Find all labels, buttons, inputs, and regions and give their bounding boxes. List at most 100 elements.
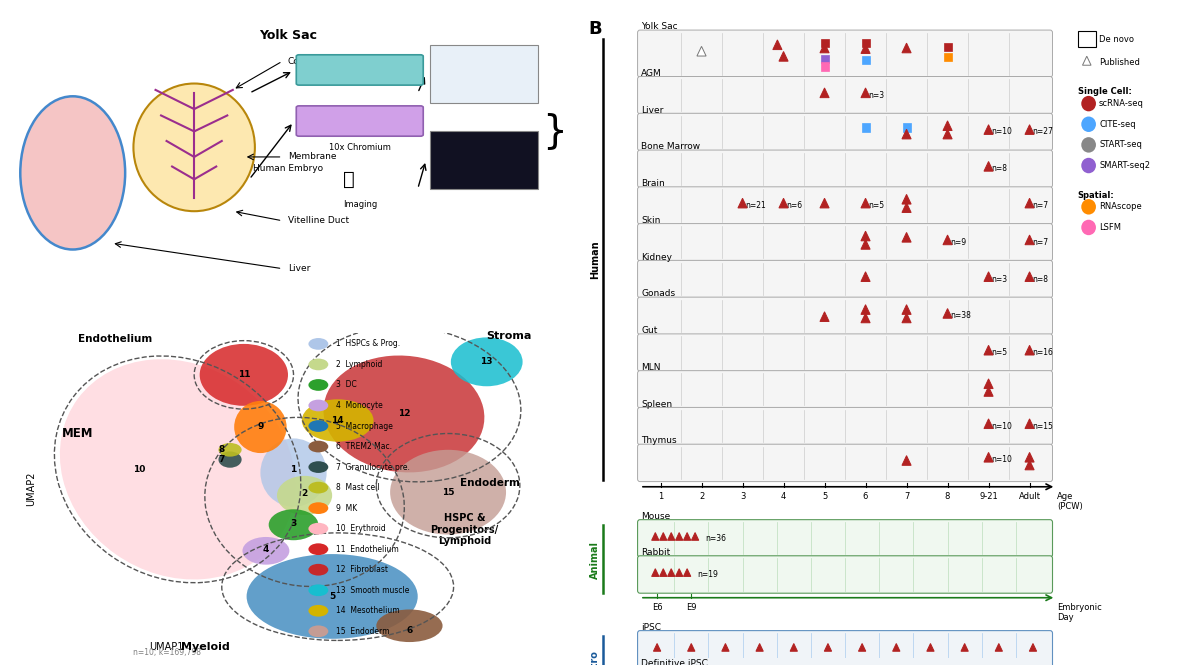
Polygon shape [943,309,952,319]
Polygon shape [779,198,788,208]
Polygon shape [660,533,667,540]
Text: Adult: Adult [1019,492,1040,501]
Circle shape [308,626,329,637]
Text: Skin: Skin [641,216,661,225]
Text: 3  DC: 3 DC [336,380,356,390]
Text: Mouse: Mouse [641,512,671,521]
Text: MEM: MEM [61,427,94,440]
Text: Yolk Sac: Yolk Sac [641,23,678,31]
Text: 15: 15 [442,487,455,497]
Text: Spleen: Spleen [641,400,672,409]
Circle shape [308,379,329,391]
Circle shape [308,420,329,432]
Polygon shape [926,644,934,651]
Text: 6  TREM2 Mac.: 6 TREM2 Mac. [336,442,392,451]
FancyBboxPatch shape [637,261,1052,298]
Text: Liver: Liver [288,264,311,273]
Text: n=5: n=5 [869,201,884,210]
Text: 2: 2 [698,492,704,501]
FancyBboxPatch shape [296,106,424,136]
Polygon shape [860,272,870,281]
Circle shape [308,585,329,596]
Text: Human Embryo: Human Embryo [253,164,323,173]
Circle shape [1081,158,1096,174]
Text: UMAP1: UMAP1 [149,642,184,652]
Polygon shape [902,203,911,212]
Text: Single Cell: Single Cell [329,65,391,75]
Polygon shape [697,47,706,56]
Polygon shape [652,533,659,540]
FancyBboxPatch shape [637,519,1052,557]
Text: 7: 7 [218,455,224,464]
Text: Contents: Contents [288,57,329,66]
Text: SMART-seq2: SMART-seq2 [1099,161,1150,170]
Circle shape [1081,96,1096,111]
Text: Endothelium: Endothelium [78,334,152,344]
Polygon shape [1025,345,1034,355]
Ellipse shape [324,356,485,472]
Text: Myeloid: Myeloid [181,642,229,652]
Text: UMAP2: UMAP2 [26,471,36,506]
FancyBboxPatch shape [637,334,1052,371]
Circle shape [1081,199,1096,215]
Text: n=21: n=21 [745,201,767,210]
Text: n=15: n=15 [1033,422,1054,431]
Circle shape [308,462,329,473]
Polygon shape [902,129,911,139]
FancyBboxPatch shape [637,408,1052,445]
Text: n=10; k=169,798: n=10; k=169,798 [132,648,200,657]
Text: Imaging: Imaging [343,200,377,209]
Text: Published: Published [1099,59,1140,67]
Text: Gut: Gut [641,326,658,335]
Text: n=38: n=38 [950,311,972,321]
Polygon shape [1025,452,1034,462]
Polygon shape [652,569,659,577]
Text: 12: 12 [397,410,410,418]
Text: n=10: n=10 [991,422,1013,431]
Polygon shape [860,198,870,208]
Polygon shape [684,569,691,577]
Text: 14  Mesothelium: 14 Mesothelium [336,606,400,615]
Polygon shape [667,569,674,577]
Text: Definitive iPSC: Definitive iPSC [641,659,708,665]
Circle shape [1081,116,1096,132]
Text: n=8: n=8 [991,164,1008,174]
Text: }: } [542,112,566,150]
Polygon shape [667,533,674,540]
Text: 5: 5 [329,592,335,601]
Bar [821,39,828,47]
Text: n=7: n=7 [1033,201,1049,210]
FancyBboxPatch shape [637,556,1052,593]
Text: 3: 3 [290,519,296,527]
Text: UMAP: UMAP [470,72,492,82]
Polygon shape [984,419,994,428]
Text: scRNA-seq: scRNA-seq [1099,99,1144,108]
Polygon shape [688,644,695,651]
Text: Spatial:: Spatial: [1078,191,1115,200]
Text: n=16: n=16 [1033,348,1054,357]
Circle shape [1081,137,1096,153]
FancyBboxPatch shape [637,223,1052,261]
Text: Rabbit: Rabbit [641,548,671,557]
Text: De novo: De novo [1099,35,1134,45]
Polygon shape [756,644,763,651]
FancyBboxPatch shape [431,45,538,103]
Circle shape [1081,219,1096,235]
Circle shape [308,564,329,576]
Text: Human: Human [590,240,600,279]
Polygon shape [654,644,661,651]
Ellipse shape [451,337,523,386]
Polygon shape [1025,198,1034,208]
Polygon shape [860,44,870,53]
Circle shape [308,523,329,535]
Text: 5: 5 [822,492,827,501]
Text: n=27: n=27 [1033,128,1054,136]
Bar [902,123,911,132]
FancyBboxPatch shape [637,444,1052,481]
Polygon shape [902,313,911,323]
Polygon shape [721,644,730,651]
Text: 4: 4 [263,545,269,554]
FancyBboxPatch shape [637,30,1052,77]
FancyBboxPatch shape [637,187,1052,224]
Bar [943,43,952,51]
